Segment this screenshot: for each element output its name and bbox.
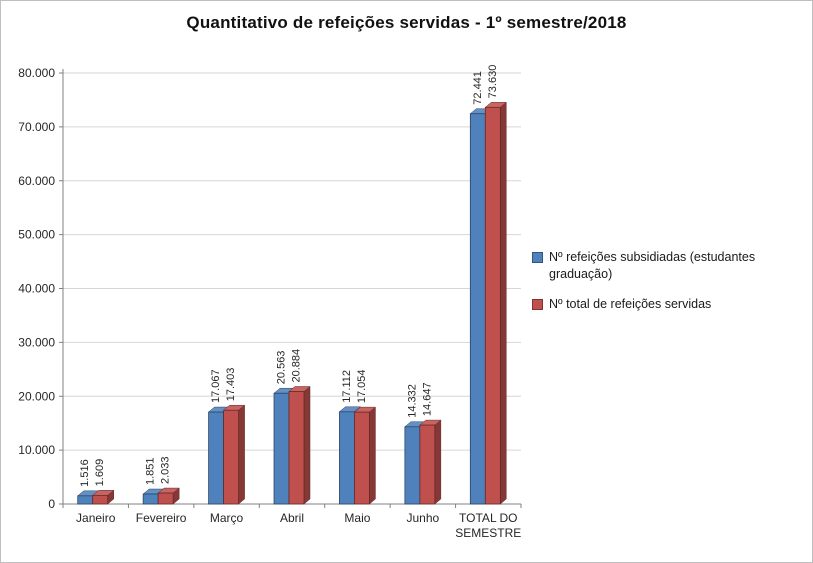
bar-front-face	[288, 391, 305, 505]
chart-title: Quantitativo de refeições servidas - 1º …	[186, 13, 627, 32]
bar-value-label: 14.647	[421, 382, 433, 416]
bar-value-label: 20.884	[291, 349, 303, 383]
legend-label-series1: Nº refeições subsidiadas (estudantes gra…	[549, 250, 756, 281]
legend-item-series1: Nº refeições subsidiadas (estudantes gra…	[532, 249, 804, 283]
bar-front-face	[419, 424, 436, 505]
bar-front-face	[208, 411, 224, 505]
bar-front-face	[484, 106, 501, 505]
bar-side-face	[369, 406, 376, 505]
bar-front-face	[404, 426, 421, 505]
bar-value-label: 2.033	[160, 457, 172, 485]
bar-value-label: 1.516	[79, 459, 91, 487]
y-tick-label: 20.000	[18, 389, 55, 403]
x-axis-label: Junho	[407, 511, 440, 525]
bar-side-face	[303, 385, 311, 505]
bar-value-label: 72.441	[472, 71, 484, 105]
bar-value-label: 17.403	[225, 368, 237, 402]
x-axis-label: Janeiro	[76, 511, 116, 525]
bar-value-label: 17.067	[210, 369, 222, 403]
bar-front-face	[354, 411, 370, 505]
bar-front-face	[273, 392, 290, 505]
legend-label-series2: Nº total de refeições servidas	[549, 296, 712, 311]
y-tick-label: 40.000	[18, 282, 55, 296]
bar-front-face	[92, 494, 109, 505]
y-tick-label: 70.000	[18, 120, 55, 134]
legend-swatch-blue	[532, 252, 543, 263]
legend-item-series2: Nº total de refeições servidas	[532, 296, 804, 313]
y-tick-label: 50.000	[18, 228, 55, 242]
x-axis-label: Abril	[280, 511, 304, 525]
x-axis-label: Fevereiro	[136, 511, 187, 525]
bar-front-face	[223, 409, 239, 505]
bar-front-face	[339, 411, 355, 505]
y-tick-label: 0	[48, 497, 55, 511]
bar-value-label: 14.332	[406, 384, 418, 418]
legend: Nº refeições subsidiadas (estudantes gra…	[532, 249, 804, 313]
bar-front-face	[157, 492, 174, 505]
bar-side-face	[434, 419, 442, 505]
bar-front-face	[77, 495, 94, 505]
y-tick-label: 30.000	[18, 335, 55, 349]
bar-side-face	[238, 404, 245, 505]
y-tick-label: 80.000	[18, 66, 55, 80]
bar-front-face	[142, 493, 159, 505]
x-axis-label: Maio	[344, 511, 370, 525]
bar-side-face	[500, 101, 507, 505]
legend-swatch-red	[532, 298, 543, 310]
x-axis-label: TOTAL DO SEMESTRE	[455, 511, 521, 540]
bar-value-label: 1.609	[94, 459, 106, 487]
bar-value-label: 73.630	[487, 65, 499, 99]
y-tick-label: 10.000	[18, 443, 55, 457]
bar-value-label: 17.054	[356, 369, 368, 403]
bar-value-label: 1.851	[145, 457, 157, 485]
bar-value-label: 17.112	[341, 370, 353, 403]
y-tick-label: 60.000	[18, 174, 55, 188]
x-axis-label: Março	[210, 511, 244, 525]
bar-value-label: 20.563	[276, 351, 288, 385]
bar-front-face	[469, 113, 486, 505]
